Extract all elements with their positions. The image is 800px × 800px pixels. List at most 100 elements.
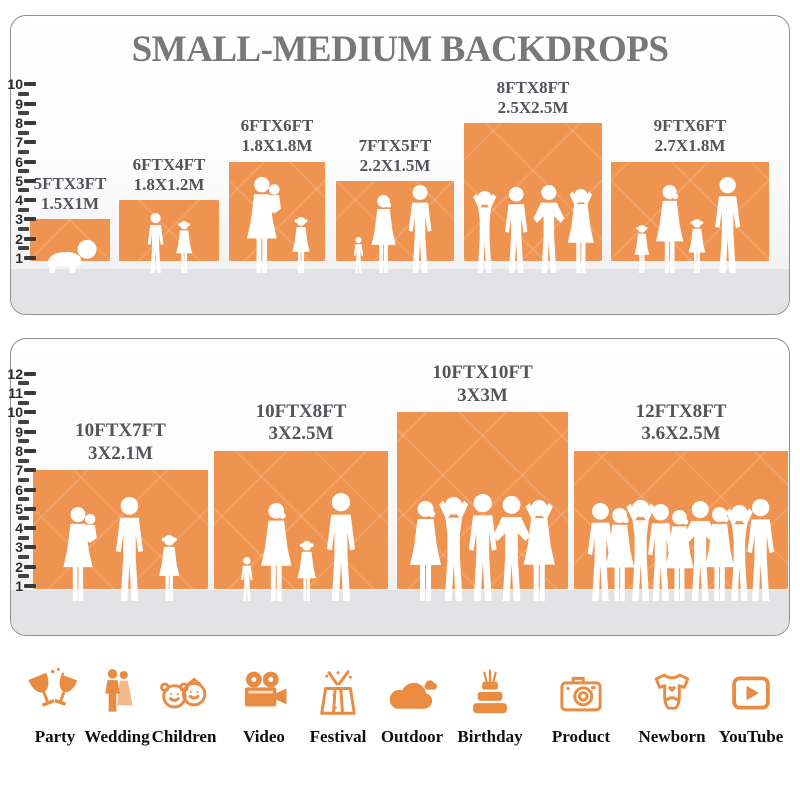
ruler-half-tick — [18, 555, 29, 560]
category-product: Product — [533, 666, 629, 747]
size-meters: 2.7X1.8M — [654, 136, 726, 156]
ruler-dash — [24, 140, 36, 145]
backdrop-size-label: 10FTX7FT 3X2.1M — [0, 420, 296, 465]
ruler-half-tick — [18, 188, 29, 193]
ruler-tick: 10 — [1, 76, 36, 92]
ruler-half-tick — [18, 91, 29, 96]
page-title: SMALL-MEDIUM BACKDROPS — [131, 29, 669, 70]
backdrop-size-label: 6FTX4FT 1.8X1.2M — [69, 155, 269, 195]
ruler-dash — [24, 564, 36, 569]
ruler-dash — [24, 159, 36, 164]
category-label: Children — [151, 727, 217, 746]
backdrop-size-label: 9FTX6FT 2.7X1.8M — [532, 116, 800, 156]
category-children: Children — [136, 666, 232, 747]
floor-strip — [11, 590, 789, 635]
backdrop-size-label: 10FTX8FT 3X2.5M — [127, 401, 475, 446]
ruler-tick: 12 — [1, 366, 36, 382]
ruler-dash — [24, 410, 36, 415]
ruler-dash — [24, 198, 36, 203]
ruler-number: 4 — [15, 520, 23, 537]
ruler-tick: 10 — [1, 404, 36, 420]
crawling-baby-silhouette — [47, 239, 97, 273]
ft-ruler-lower: 12 11 10 9 8 7 6 5 4 3 2 1 — [7, 339, 789, 635]
ruler-tick: 11 — [1, 385, 36, 401]
category-label: Newborn — [638, 727, 706, 746]
backdrop-bar: 12FTX8FT 3.6X2.5M — [574, 401, 788, 601]
ruler-number: 3 — [15, 211, 23, 228]
ruler-tick: 4 — [1, 192, 36, 208]
backdrop-bars-upper: 5FTX3FT 1.5X1M 6FTX4FT 1.8X1.2M 6FTX6FT … — [11, 16, 789, 314]
category-label: Party — [34, 727, 76, 746]
size-meters: 1.8X1.8M — [241, 136, 313, 156]
couple-with-child-silhouette — [63, 496, 180, 601]
backdrop-size-label: 6FTX6FT 1.8X1.8M — [181, 116, 373, 156]
ruler-tick: 9 — [1, 96, 36, 112]
birthday-icon — [463, 666, 517, 720]
ruler-dash — [24, 217, 36, 222]
ruler-tick: 9 — [1, 424, 36, 440]
ruler-tick: 1 — [1, 250, 36, 266]
size-feet: 6FTX6FT — [240, 116, 314, 136]
category-label: Birthday — [457, 727, 523, 746]
ruler-tick: 2 — [1, 559, 36, 575]
ruler-number: 12 — [7, 365, 23, 382]
ruler-number: 4 — [15, 192, 23, 209]
category-label: Outdoor — [380, 727, 444, 746]
ruler-tick: 8 — [1, 115, 36, 131]
party-icon — [28, 666, 82, 720]
festival-icon — [311, 666, 365, 720]
ruler-number: 8 — [15, 114, 23, 131]
ruler-half-tick — [18, 477, 29, 482]
ruler-number: 2 — [15, 230, 23, 247]
ruler-number: 5 — [15, 172, 23, 189]
ruler-half-tick — [18, 246, 29, 251]
ruler-dash — [24, 545, 36, 550]
floor-strip — [11, 269, 789, 314]
ruler-half-tick — [18, 400, 29, 405]
youtube-icon — [724, 666, 778, 720]
category-festival: Festival — [290, 666, 386, 747]
children-icon — [157, 666, 211, 720]
ruler-dash — [24, 101, 36, 106]
ruler-half-tick — [18, 458, 29, 463]
ruler-tick: 3 — [1, 211, 36, 227]
backdrop-size-label: 7FTX5FT 2.2X1.5M — [277, 136, 513, 176]
size-meters: 3X2.1M — [88, 442, 153, 464]
ruler-dash — [24, 526, 36, 531]
ruler-tick: 6 — [1, 154, 36, 170]
ruler-half-tick — [18, 207, 29, 212]
ruler-tick: 7 — [1, 462, 36, 478]
backdrop-bar: 6FTX6FT 1.8X1.8M — [229, 116, 325, 273]
newborn-icon — [645, 666, 699, 720]
category-label: Wedding — [84, 727, 150, 746]
category-birthday: Birthday — [442, 666, 538, 747]
size-feet: 6FTX4FT — [132, 155, 206, 174]
ruler-tick: 5 — [1, 501, 36, 517]
size-meters: 1.8X1.2M — [133, 175, 205, 195]
ruler-dash — [24, 487, 36, 492]
ruler-number: 6 — [15, 481, 23, 498]
category-youtube: YouTube — [703, 666, 799, 747]
size-feet: 12FTX8FT — [635, 401, 727, 423]
lower-size-panel: 12 11 10 9 8 7 6 5 4 3 2 1 10FTX7FT 3X — [7, 338, 790, 636]
backdrop-bar: 9FTX6FT 2.7X1.8M — [611, 116, 769, 273]
size-feet: 10FTX7FT — [75, 420, 166, 442]
ruler-half-tick — [18, 419, 29, 424]
wedding-icon — [90, 666, 144, 720]
size-meters: 3X3M — [457, 384, 508, 406]
backdrop-bar: 7FTX5FT 2.2X1.5M — [336, 136, 454, 273]
ruler-number: 11 — [8, 385, 23, 401]
ruler-number: 1 — [15, 578, 23, 594]
size-meters: 1.5X1M — [40, 194, 100, 214]
backdrop-bar: 10FTX7FT 3X2.1M — [33, 420, 208, 601]
ruler-dash — [24, 448, 36, 453]
ruler-tick: 8 — [1, 443, 36, 459]
backdrop-size-label: 8FTX8FT 2.5X2.5M — [395, 78, 671, 118]
ruler-number: 9 — [15, 95, 23, 112]
product-icon — [554, 666, 608, 720]
ruler-number: 3 — [15, 539, 23, 556]
group-posing-large-silhouette — [410, 493, 555, 601]
size-feet: 10FTX8FT — [255, 401, 347, 423]
category-video: Video — [216, 666, 312, 747]
